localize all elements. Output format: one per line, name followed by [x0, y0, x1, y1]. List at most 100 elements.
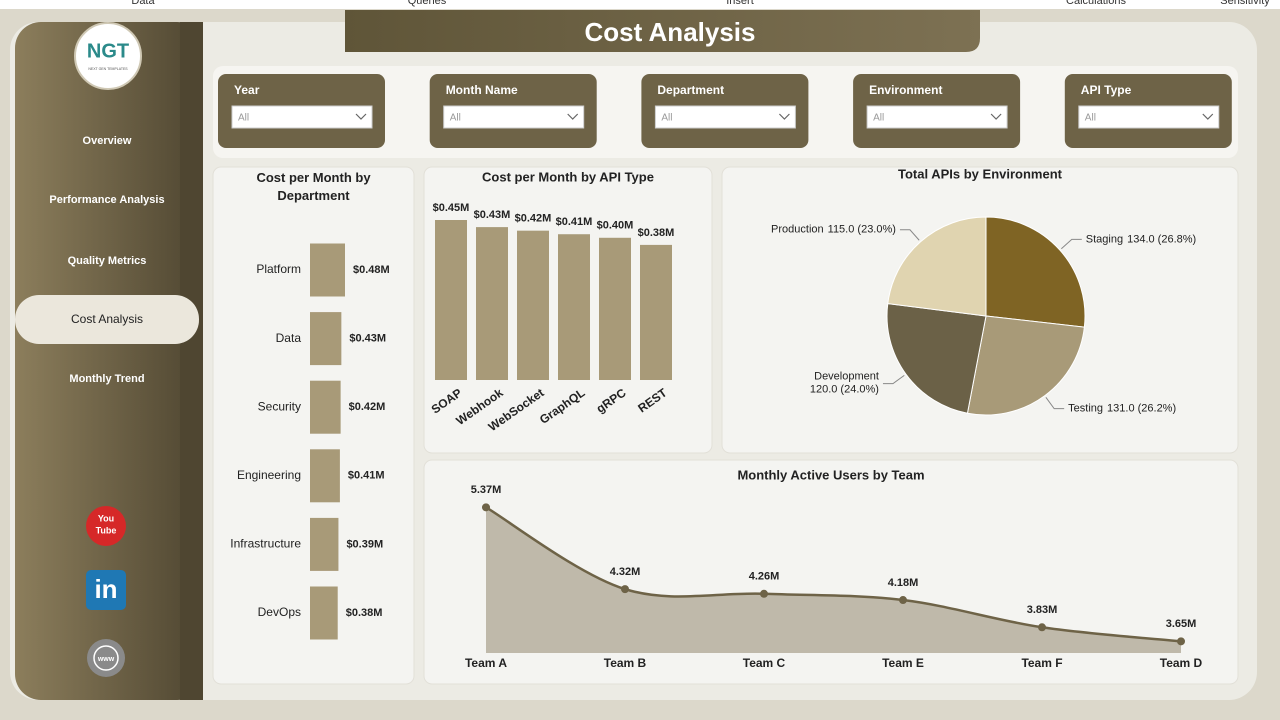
slice-category: Testing — [1068, 403, 1103, 415]
category-label: Platform — [256, 262, 301, 276]
filter-dropdown[interactable] — [231, 105, 373, 129]
chart-title: Cost per Month by API Type — [482, 169, 654, 184]
filter-label: Environment — [869, 83, 942, 97]
category-label: Data — [276, 331, 302, 345]
nav-item[interactable]: Quality Metrics — [68, 255, 147, 267]
nav-item[interactable]: Monthly Trend — [69, 373, 144, 385]
category-label: Team E — [882, 656, 924, 670]
bar — [558, 234, 590, 380]
value-label: $0.43M — [349, 333, 386, 345]
slice-label: Testing 131.0 (26.2%) — [1068, 403, 1176, 415]
line — [485, 506, 1182, 643]
value-label: $0.38M — [346, 607, 383, 619]
category-label: Infrastructure — [230, 537, 301, 551]
category-label: Team B — [604, 656, 647, 670]
dropdown-arrow — [778, 113, 790, 120]
area-fill — [486, 507, 1181, 653]
category-label: Team C — [743, 656, 786, 670]
slice-value: 115.0 (23.0%) — [828, 224, 896, 236]
bar — [310, 243, 345, 297]
value-label: $0.45M — [433, 202, 470, 214]
filter-label: Month Name — [446, 83, 518, 97]
pie-slice — [886, 303, 987, 414]
filter-dropdown[interactable] — [654, 105, 796, 129]
bar — [476, 227, 508, 380]
web-text: www — [97, 656, 115, 663]
filter-label: API Type — [1081, 83, 1132, 97]
linkedin-icon[interactable] — [86, 570, 126, 610]
value-label: 4.18M — [888, 577, 919, 589]
point — [1177, 637, 1185, 646]
nav-item[interactable]: Performance Analysis — [49, 194, 164, 206]
dropdown-arrow — [990, 113, 1002, 120]
slice-category: Development — [814, 371, 879, 383]
youtube-text: Tube — [96, 525, 117, 535]
bar — [310, 449, 340, 503]
menu-item[interactable]: Data — [131, 0, 155, 7]
filter-value: All — [873, 113, 884, 124]
value-label: $0.38M — [638, 227, 675, 239]
slice-category: Staging — [1086, 233, 1123, 245]
filter-value: All — [661, 113, 672, 124]
bar — [310, 312, 342, 366]
value-label: 3.83M — [1027, 604, 1058, 616]
point — [1038, 623, 1046, 632]
category-label: Team F — [1021, 656, 1062, 670]
filter-dropdown[interactable] — [1078, 105, 1220, 129]
menu-item[interactable]: Insert — [726, 0, 754, 7]
sidebar — [15, 22, 203, 700]
value-label: $0.42M — [515, 213, 552, 225]
value-label: $0.41M — [556, 216, 593, 228]
value-label: 5.37M — [471, 484, 502, 496]
menu-item[interactable]: Sensitivity — [1220, 0, 1270, 7]
leader-line — [899, 229, 920, 241]
menu-item[interactable]: Queries — [408, 0, 447, 7]
dropdown-arrow — [355, 113, 367, 120]
nav-item[interactable]: Cost Analysis — [71, 312, 143, 326]
leader-line — [1061, 238, 1082, 250]
leader-line — [882, 374, 905, 385]
filter-value: All — [238, 113, 249, 124]
bar — [435, 220, 467, 380]
web-icon[interactable] — [87, 639, 125, 677]
slice-value: 134.0 (26.8%) — [1127, 233, 1196, 245]
menu-item[interactable]: Calculations — [1066, 0, 1126, 7]
page-title: Cost Analysis — [585, 17, 756, 47]
filter-label: Year — [234, 83, 260, 97]
nav-active-pill — [15, 295, 199, 344]
category-label: Team D — [1160, 656, 1203, 670]
bar — [640, 244, 672, 380]
filter-value: All — [1085, 113, 1096, 124]
value-label: $0.42M — [349, 401, 386, 413]
category-label: Security — [258, 399, 301, 413]
bar — [310, 517, 339, 571]
point — [899, 596, 907, 605]
value-label: $0.48M — [353, 264, 390, 276]
social-icons: You Tube in www — [86, 506, 126, 677]
dropdown-arrow — [1202, 113, 1214, 120]
logo-tagline: NEXT GEN TEMPLATES — [88, 67, 128, 71]
value-label: $0.39M — [346, 538, 383, 550]
globe — [93, 645, 119, 671]
value-label: 4.26M — [749, 571, 780, 583]
sidebar-edge — [180, 22, 203, 700]
slice-label: Production 115.0 (23.0%) — [771, 224, 896, 236]
pie-slice — [985, 216, 1086, 328]
point — [621, 585, 629, 594]
category-label: DevOps — [258, 605, 301, 619]
youtube-icon[interactable] — [86, 506, 126, 546]
header-banner — [345, 10, 980, 52]
bar — [517, 230, 549, 380]
filter-dropdown[interactable] — [866, 105, 1008, 129]
value-label: 3.65M — [1166, 618, 1197, 630]
chart-title: Cost per Month by Department — [256, 170, 371, 203]
category-label: Team A — [465, 656, 507, 670]
pie-slice — [887, 216, 987, 317]
slice-category: Production — [771, 224, 824, 236]
value-label: $0.43M — [474, 209, 511, 221]
chart-title-box: Cost per Month by Department — [256, 170, 371, 203]
filter-dropdown[interactable] — [443, 105, 585, 129]
chart-title: Total APIs by Environment — [898, 166, 1063, 181]
nav-item[interactable]: Overview — [83, 135, 132, 147]
